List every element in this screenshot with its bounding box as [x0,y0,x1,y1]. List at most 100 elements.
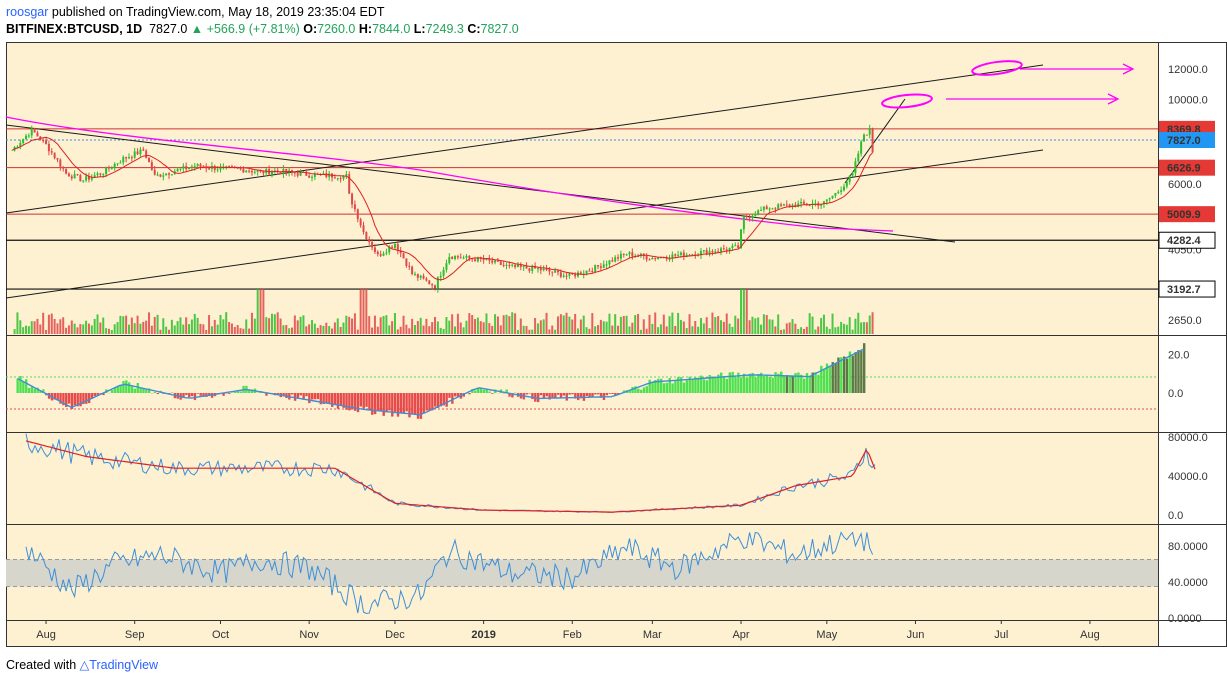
candle-body [431,284,434,286]
volume-bar [299,316,302,334]
low-label: L: [413,22,426,36]
momentum-bar [863,343,866,393]
volume-bar [668,316,671,334]
momentum-bar [125,380,128,393]
momentum-bar [654,380,657,393]
candle-body [371,241,374,248]
momentum-bar [439,393,443,407]
volume-bar [516,329,519,334]
volume-bar [36,318,39,334]
candle-body [190,166,193,168]
volume-bar [785,323,788,334]
volume-bar [202,324,205,334]
volume-bar [817,326,820,334]
momentum-bar [413,393,417,415]
momentum-bar [545,393,548,397]
time-tick-label: Apr [732,629,749,641]
candle-body [353,204,356,210]
volume-bar [802,328,805,334]
momentum-bar [222,393,225,396]
candle-body [165,173,168,176]
volume-bar [130,317,133,334]
candle-body [565,275,568,277]
candle-body [333,177,336,179]
candle-body [745,216,748,218]
momentum-bar [188,393,191,398]
candle-body [179,168,182,170]
volume-bar [677,312,680,334]
volume-bar [122,316,125,334]
volume-bar [831,313,834,334]
time-tick-label: Feb [563,629,582,641]
author-link[interactable]: roosgar [6,5,49,19]
volume-bar [588,328,591,334]
momentum-bar [754,377,757,393]
candle-body [239,168,242,170]
candle-body [551,271,554,273]
momentum-bar [456,393,460,398]
candle-body [808,204,811,206]
time-tick-label: Jul [994,629,1008,641]
volume-bar [820,318,823,334]
volume-bar [76,327,79,334]
momentum-bar [348,393,351,411]
volume-bar [471,315,474,334]
volume-bar [605,321,608,334]
momentum-bar [840,357,843,393]
volume-bar [373,315,376,334]
candle-body [857,153,860,162]
candle-body [485,258,488,261]
tradingview-brand[interactable]: TradingView [89,658,159,672]
candle-body [556,270,559,273]
momentum-bar [788,376,792,393]
volume-bar [305,326,308,334]
volume-bar [368,316,371,334]
momentum-bar [119,385,122,393]
momentum-bar [468,393,471,395]
momentum-bar [597,393,600,395]
momentum-bar [434,393,437,407]
candle-body [205,167,208,169]
volume-bar [465,320,468,334]
change-value: ▲ +566.9 (+7.81%) [190,22,300,36]
volume-bar [568,316,571,334]
momentum-bar [708,374,711,393]
candle-body [831,195,834,199]
volume-bar [842,323,845,334]
candle-body [116,163,119,165]
candle-body [751,215,754,218]
volume-bar [67,325,70,334]
momentum-bar [631,387,634,393]
momentum-bar [388,393,391,411]
volume-bar [548,329,551,334]
volume-bar [811,316,814,334]
volume-bar [422,325,425,334]
candle-body [439,275,442,278]
volume-bar [285,324,288,334]
volume-bar [85,320,88,334]
volume-bar [39,324,42,334]
candle-body [219,166,222,170]
momentum-bar [828,366,832,393]
volume-bar [731,326,734,334]
momentum-bar [711,376,714,393]
candle-body [416,273,419,278]
volume-bar [511,312,514,334]
candle-body [625,254,628,256]
candle-body [699,251,702,256]
volume-bar [482,322,485,334]
momentum-bar [193,393,197,401]
momentum-bar [422,393,425,414]
momentum-bar [568,393,571,395]
volume-bar [854,318,857,334]
candle-body [148,158,150,163]
momentum-bar [822,368,826,393]
volume-bar [316,327,319,334]
candle-body [22,138,25,144]
momentum-bar [488,391,491,393]
volume-bar [682,321,685,334]
candle-body [468,255,471,259]
candle-body [208,168,211,170]
volume-bar [797,328,800,334]
